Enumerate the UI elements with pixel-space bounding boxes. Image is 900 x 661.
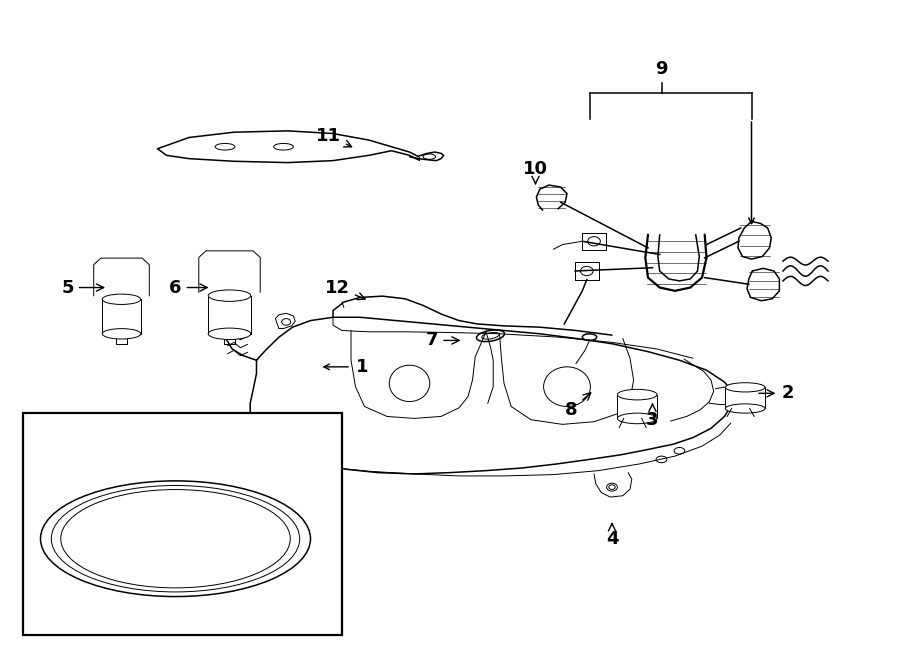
Text: 3: 3 <box>646 404 659 429</box>
Text: 1: 1 <box>356 358 368 376</box>
Text: 9: 9 <box>655 60 668 79</box>
Bar <box>725 387 765 408</box>
Text: 7: 7 <box>426 331 459 350</box>
Bar <box>208 295 251 334</box>
Ellipse shape <box>103 329 140 339</box>
Ellipse shape <box>617 389 657 400</box>
Bar <box>617 395 657 418</box>
Ellipse shape <box>208 290 251 301</box>
Ellipse shape <box>103 294 140 305</box>
Bar <box>22 413 342 635</box>
Ellipse shape <box>208 328 251 340</box>
Text: 5: 5 <box>61 278 104 297</box>
Text: 2: 2 <box>759 384 794 403</box>
Text: 8: 8 <box>565 393 590 419</box>
Text: 6: 6 <box>169 278 207 297</box>
Text: 12: 12 <box>325 278 365 299</box>
Bar <box>103 299 140 334</box>
Text: 10: 10 <box>523 159 548 184</box>
Ellipse shape <box>725 383 765 392</box>
Text: 4: 4 <box>606 524 618 548</box>
Text: 11: 11 <box>316 126 352 147</box>
Ellipse shape <box>725 404 765 413</box>
Ellipse shape <box>617 413 657 424</box>
